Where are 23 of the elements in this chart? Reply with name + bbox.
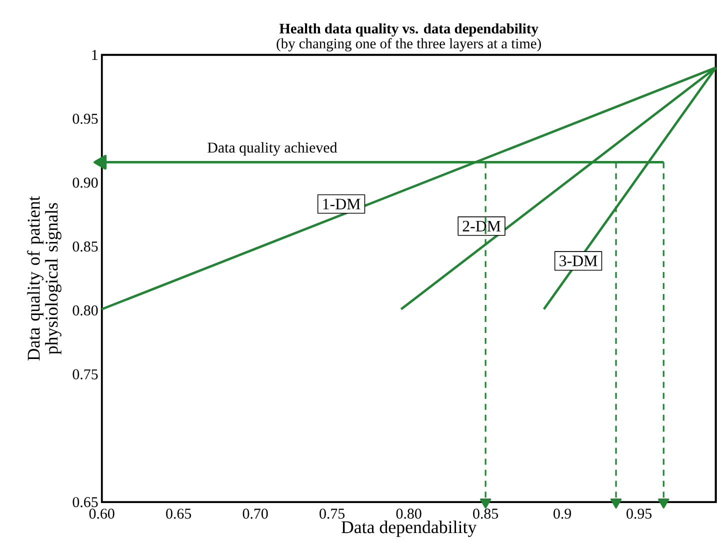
y-tick-label: 0.75	[72, 369, 98, 380]
chart-title: Health data quality vs. data dependability	[279, 23, 538, 36]
y-tick-label: 1	[92, 50, 98, 60]
x-tick-label: 0.70	[242, 508, 268, 519]
series-label: 1-DM	[323, 198, 360, 210]
y-tick-label: 0.90	[72, 178, 98, 188]
chart-subtitle: (by changing one of the three layers at a time)	[276, 38, 541, 52]
y-tick-label: 0.80	[72, 305, 98, 316]
x-axis-title: Data dependability	[341, 520, 477, 537]
y-tick-label: 0.95	[72, 114, 98, 124]
x-tick-label: 0.80	[396, 508, 422, 519]
y-tick-label: 0.85	[72, 241, 98, 252]
x-tick-label: 0.95	[626, 508, 652, 519]
y-axis-title: Data quality of patient physiological signals	[27, 196, 62, 360]
series-label: 2-DM	[462, 220, 501, 232]
x-tick-label: 0.85	[473, 508, 498, 519]
x-tick-label: 0.75	[320, 508, 345, 519]
x-tick-label: 0.60	[89, 508, 114, 519]
y-tick-label: 0.65	[72, 497, 98, 508]
x-tick-label: 0.65	[166, 508, 192, 519]
annotation: Data quality achieved	[208, 142, 338, 156]
series-label: 3-DM	[560, 256, 598, 266]
x-tick-label: 0.9	[554, 508, 572, 519]
